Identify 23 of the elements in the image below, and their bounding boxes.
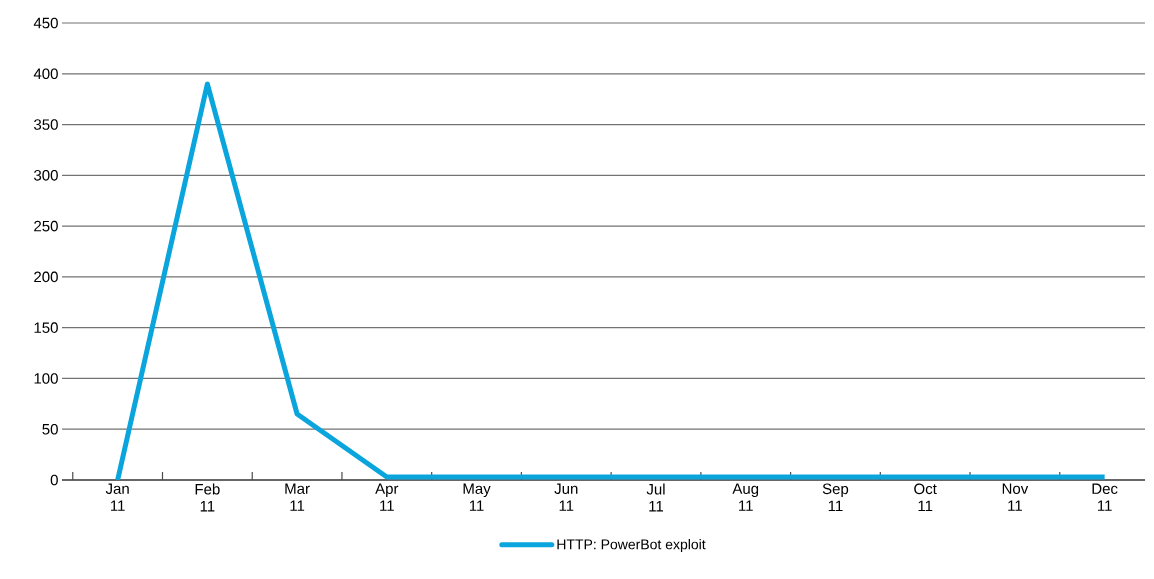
y-tick-label: 50 <box>42 423 58 435</box>
x-tick-label: Feb 11 <box>195 483 220 512</box>
x-tick-label: Apr 11 <box>375 483 399 511</box>
y-tick-label: 200 <box>34 271 58 283</box>
y-tick-label: 100 <box>34 373 58 384</box>
y-tick-label: 250 <box>34 220 58 232</box>
x-tick-label: Mar 11 <box>285 483 310 511</box>
legend-label: HTTP: PowerBot exploit <box>557 539 706 553</box>
x-tick-label: Jul 11 <box>646 483 665 512</box>
y-tick-label: 450 <box>33 17 58 29</box>
x-tick-label: Jan 11 <box>105 483 129 511</box>
x-tick-label: May 11 <box>463 483 491 511</box>
x-tick-label: Dec 11 <box>1092 483 1118 511</box>
y-tick-label: 150 <box>34 322 58 333</box>
x-tick-label: Jun 11 <box>554 483 578 511</box>
y-tick-label: 350 <box>34 119 58 130</box>
y-tick-label: 0 <box>50 474 58 486</box>
y-tick-label: 400 <box>33 68 58 80</box>
x-tick-label: Oct 11 <box>914 483 937 512</box>
x-tick-label: Sep 11 <box>822 483 849 512</box>
y-tick-label: 300 <box>34 170 58 181</box>
x-tick-label: Aug 11 <box>732 483 759 511</box>
x-tick-label: Nov 11 <box>1002 483 1029 511</box>
